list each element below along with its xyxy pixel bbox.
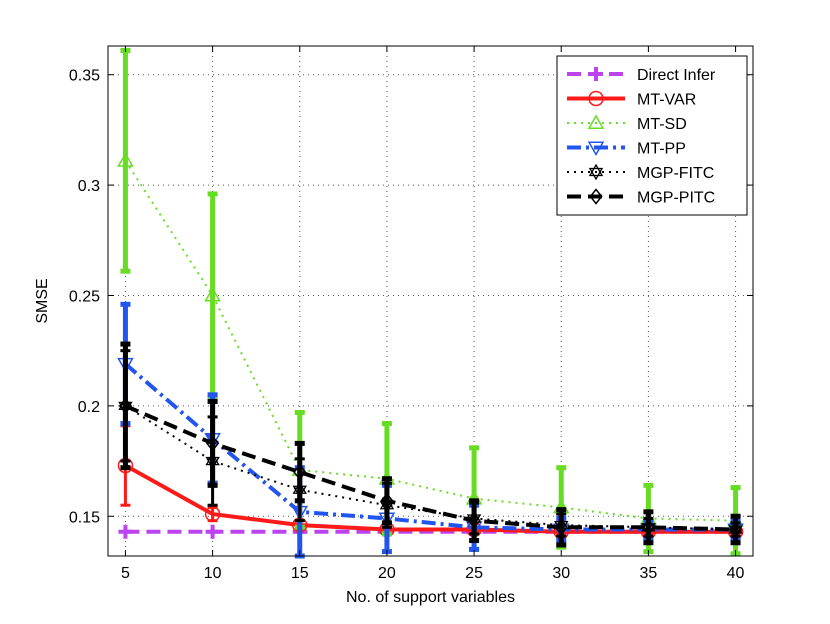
legend-label: MGP-PITC	[637, 190, 715, 207]
y-axis-label: SMSE	[34, 278, 51, 323]
data-point	[118, 524, 133, 539]
y-tick-label: 0.2	[78, 399, 100, 416]
legend: Direct Infer MT-VAR MT-SD MT-PP MGP-FITC MGP-…	[556, 55, 748, 216]
legend-item-mt-sd: MT-SD	[567, 114, 687, 133]
x-tick-label: 35	[640, 565, 658, 582]
data-point	[729, 521, 743, 538]
legend-label: MT-SD	[637, 116, 687, 133]
legend-item-mt-var: MT-VAR	[567, 90, 696, 109]
axes-frame	[107, 45, 754, 557]
y-tick-label: 0.3	[78, 178, 100, 195]
x-tick-label: 30	[552, 565, 570, 582]
legend-marker	[588, 90, 604, 107]
y-tick-label: 0.25	[69, 288, 100, 305]
error-bar	[207, 398, 218, 488]
data-point	[204, 506, 221, 522]
error-bar	[294, 440, 305, 504]
series-line-mt-sd	[124, 160, 736, 522]
x-tick-label: 5	[121, 565, 130, 582]
data-point	[204, 286, 221, 302]
error-bar	[730, 513, 741, 546]
legend-marker	[587, 114, 605, 129]
legend-label: MGP-FITC	[637, 165, 714, 182]
data-point	[554, 519, 568, 536]
data-point	[641, 519, 655, 536]
series-line-mgp-pitc	[124, 404, 736, 532]
series-line-mt-pp	[124, 362, 736, 532]
legend-label: Direct Infer	[637, 67, 716, 84]
x-tick-label: 25	[465, 565, 483, 582]
x-tick-label: 15	[291, 565, 309, 582]
error-bar	[469, 498, 480, 544]
series-layer	[117, 47, 744, 559]
legend-item-mt-pp: MT-PP	[567, 141, 686, 158]
x-tick-label: 40	[727, 565, 745, 582]
legend-box	[556, 55, 748, 216]
data-point	[467, 512, 481, 529]
error-bar	[381, 476, 392, 526]
data-point	[380, 492, 394, 510]
legend-label: MT-VAR	[637, 92, 696, 109]
y-tick-label: 0.15	[69, 509, 100, 526]
data-point	[206, 435, 220, 452]
error-bar	[556, 507, 567, 548]
legend-marker	[589, 188, 603, 205]
legend-item-mgp-fitc: MGP-FITC	[567, 163, 714, 182]
data-point	[205, 524, 220, 539]
legend-marker	[589, 67, 603, 81]
legend-label: MT-PP	[637, 141, 686, 158]
data-point	[118, 397, 132, 415]
data-point	[293, 463, 307, 481]
series-line-mt-var	[124, 463, 736, 534]
x-tick-label: 10	[204, 565, 222, 582]
data-point	[117, 152, 134, 167]
x-tick-label: 20	[378, 565, 396, 582]
x-axis-label: No. of support variables	[346, 589, 515, 606]
y-tick-label: 0.35	[69, 68, 100, 85]
ticks: 5 10 15 20 25 30 35 40 0.15 0.2 0.25 0.3 0.35	[69, 46, 753, 582]
legend-marker	[587, 141, 605, 157]
legend-marker	[588, 163, 604, 181]
error-bar	[120, 341, 131, 471]
legend-item-direct-infer: Direct Infer	[567, 67, 716, 84]
error-bar	[643, 509, 654, 546]
series-mgp-pitc	[118, 341, 743, 548]
legend-item-mgp-pitc: MGP-PITC	[567, 188, 715, 207]
